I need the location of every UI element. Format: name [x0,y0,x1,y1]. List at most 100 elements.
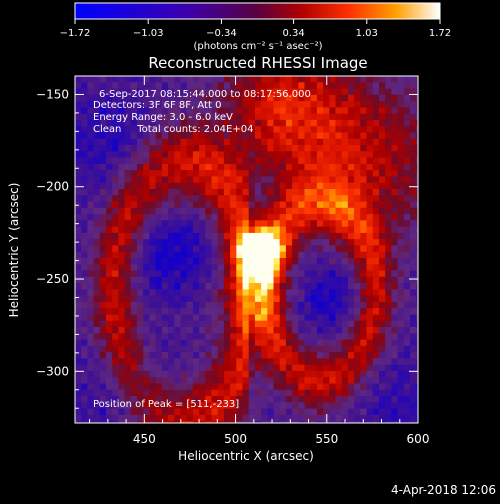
heatmap-cell [279,76,287,84]
heatmap-cell [186,138,194,146]
heatmap-cell [261,377,269,385]
heatmap-cell [385,301,393,309]
heatmap-cell [199,383,207,391]
heatmap-cell [223,170,231,178]
heatmap-cell [137,94,144,102]
heatmap-cell [242,339,250,347]
heatmap-cell [230,345,238,353]
heatmap-cell [341,101,349,109]
heatmap-cell [118,201,126,209]
heatmap-cell [161,352,169,360]
heatmap-cell [341,76,349,84]
heatmap-cell [168,207,175,215]
heatmap-cell [385,408,393,416]
heatmap-cell [174,264,182,272]
heatmap-cell [124,308,132,316]
heatmap-cell [161,107,169,115]
heatmap-cell [267,333,275,341]
heatmap-cell [192,132,200,140]
heatmap-cell [186,157,194,165]
heatmap-cell [385,427,392,434]
heatmap-cell [143,345,151,353]
heatmap-cell [168,301,175,309]
heatmap-cell [279,283,287,291]
heatmap-cell [155,132,163,140]
heatmap-cell [397,126,405,134]
heatmap-cell [81,101,89,109]
heatmap-cell [422,409,429,416]
heatmap-cell [279,396,287,404]
heatmap-cell [410,264,417,272]
heatmap-cell [416,408,418,416]
heatmap-cell [186,396,194,404]
heatmap-cell [329,421,337,423]
heatmap-cell [192,396,200,404]
heatmap-cell [360,276,368,284]
heatmap-cell [106,138,113,146]
heatmap-cell [341,107,349,115]
heatmap-cell [379,126,386,134]
annotation-time-range: 6-Sep-2017 08:15:44.000 to 08:17:56.000 [99,89,311,100]
heatmap-cell [93,258,101,266]
heatmap-cell [106,101,113,109]
heatmap-cell [93,245,101,253]
heatmap-cell [186,402,194,410]
heatmap-cell [422,340,429,347]
heatmap-cell [161,220,169,228]
heatmap-cell [217,421,225,423]
heatmap-cell [366,145,374,153]
heatmap-cell [267,239,275,247]
heatmap-cell [366,258,374,266]
heatmap-cell [81,396,89,404]
heatmap-cell [236,327,244,335]
heatmap-cell [329,370,337,378]
heatmap-cell [329,258,337,266]
heatmap-cell [168,132,175,140]
heatmap-cell [354,76,362,84]
heatmap-cell [310,145,318,153]
heatmap-cell [143,138,151,146]
heatmap-cell [360,264,368,272]
heatmap-cell [341,358,349,366]
heatmap-cell [292,220,300,228]
heatmap-cell [385,264,393,272]
heatmap-cell [347,132,355,140]
heatmap-cell [93,151,101,159]
heatmap-cell [118,245,126,253]
heatmap-cell [254,345,262,353]
heatmap-cell [410,189,417,197]
heatmap-cell [112,176,120,184]
heatmap-cell [87,132,95,140]
heatmap-cell [298,220,306,228]
heatmap-cell [316,207,324,215]
heatmap-cell [223,82,231,90]
heatmap-cell [267,289,275,297]
heatmap-cell [279,82,287,90]
heatmap-cell [211,76,219,84]
heatmap-cell [292,107,300,115]
heatmap-cell [410,182,417,190]
heatmap-cell [81,377,89,385]
heatmap-cell [205,94,213,102]
heatmap-cell [87,138,95,146]
heatmap-cell [279,289,287,297]
heatmap-cell [199,314,207,322]
heatmap-cell [372,119,380,127]
heatmap-cell [81,364,89,372]
heatmap-cell [335,101,343,109]
heatmap-cell [298,126,306,134]
heatmap-cell [329,101,337,109]
heatmap-cell [248,333,256,341]
heatmap-cell [292,408,300,416]
heatmap-cell [186,358,194,366]
heatmap-cell [81,151,89,159]
heatmap-cell [118,276,126,284]
heatmap-cell [217,126,225,134]
heatmap-cell [211,239,219,247]
heatmap-cell [379,157,386,165]
heatmap-cell [316,389,324,397]
heatmap-cell [112,414,120,422]
heatmap-cell [199,113,207,121]
heatmap-cell [354,113,362,121]
heatmap-cell [335,295,343,303]
